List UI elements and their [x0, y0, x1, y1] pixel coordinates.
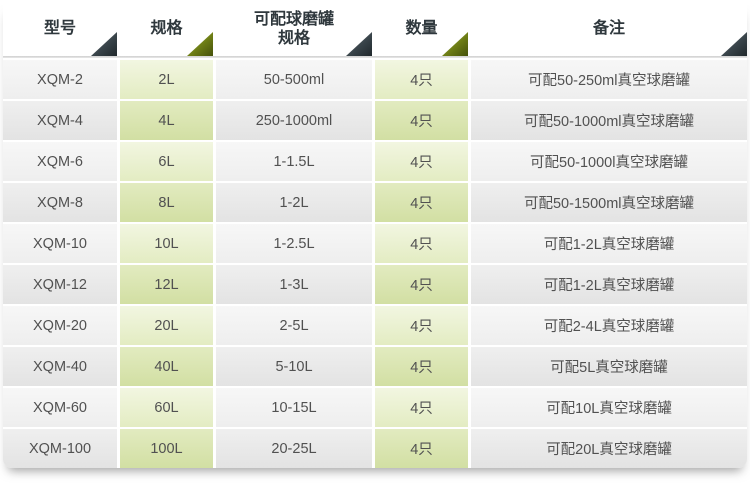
table-row: XQM-10 10L 1-2.5L 4只 可配1-2L真空球磨罐 [3, 224, 747, 263]
column-header-qty: 数量 [375, 2, 468, 56]
cell-note: 可配1-2L真空球磨罐 [471, 265, 747, 304]
cell-model: XQM-4 [3, 101, 117, 140]
column-header-model: 型号 [3, 2, 117, 56]
header-divider [3, 56, 747, 58]
table-row: XQM-2 2L 50-500ml 4只 可配50-250ml真空球磨罐 [3, 60, 747, 99]
cell-note: 可配2-4L真空球磨罐 [471, 306, 747, 345]
column-header-label: 数量 [405, 20, 438, 38]
cell-note: 可配5L真空球磨罐 [471, 347, 747, 386]
cell-qty: 4只 [375, 306, 468, 345]
cell-spec: 4L [120, 101, 213, 140]
cell-qty: 4只 [375, 347, 468, 386]
cell-model: XQM-20 [3, 306, 117, 345]
corner-fold-icon [442, 32, 468, 56]
cell-model: XQM-12 [3, 265, 117, 304]
cell-qty: 4只 [375, 183, 468, 222]
cell-spec: 12L [120, 265, 213, 304]
cell-jar-spec: 10-15L [216, 388, 372, 427]
cell-jar-spec: 1-2.5L [216, 224, 372, 263]
cell-model: XQM-60 [3, 388, 117, 427]
cell-spec: 20L [120, 306, 213, 345]
cell-spec: 10L [120, 224, 213, 263]
column-header-label: 可配球磨罐 规格 [253, 10, 334, 47]
cell-jar-spec: 1-2L [216, 183, 372, 222]
column-header-spec: 规格 [120, 2, 213, 56]
cell-note: 可配50-1500ml真空球磨罐 [471, 183, 747, 222]
cell-note: 可配50-1000l真空球磨罐 [471, 142, 747, 181]
cell-model: XQM-100 [3, 429, 117, 468]
cell-note: 可配10L真空球磨罐 [471, 388, 747, 427]
table-row: XQM-12 12L 1-3L 4只 可配1-2L真空球磨罐 [3, 265, 747, 304]
corner-fold-icon [721, 32, 747, 56]
table-row: XQM-4 4L 250-1000ml 4只 可配50-1000ml真空球磨罐 [3, 101, 747, 140]
cell-spec: 8L [120, 183, 213, 222]
cell-spec: 60L [120, 388, 213, 427]
corner-fold-icon [346, 32, 372, 56]
cell-spec: 2L [120, 60, 213, 99]
cell-jar-spec: 1-1.5L [216, 142, 372, 181]
cell-spec: 100L [120, 429, 213, 468]
column-header-label: 型号 [43, 20, 76, 38]
cell-qty: 4只 [375, 429, 468, 468]
cell-model: XQM-10 [3, 224, 117, 263]
table-row: XQM-100 100L 20-25L 4只 可配20L真空球磨罐 [3, 429, 747, 468]
cell-qty: 4只 [375, 224, 468, 263]
cell-qty: 4只 [375, 60, 468, 99]
table-row: XQM-6 6L 1-1.5L 4只 可配50-1000l真空球磨罐 [3, 142, 747, 181]
cell-qty: 4只 [375, 101, 468, 140]
spec-table: 型号 规格 可配球磨罐 规格 数量 备注 XQM-2 2L [3, 2, 747, 468]
cell-jar-spec: 2-5L [216, 306, 372, 345]
cell-note: 可配50-250ml真空球磨罐 [471, 60, 747, 99]
cell-jar-spec: 250-1000ml [216, 101, 372, 140]
cell-model: XQM-40 [3, 347, 117, 386]
cell-jar-spec: 50-500ml [216, 60, 372, 99]
cell-note: 可配20L真空球磨罐 [471, 429, 747, 468]
corner-fold-icon [187, 32, 213, 56]
cell-qty: 4只 [375, 265, 468, 304]
cell-model: XQM-2 [3, 60, 117, 99]
corner-fold-icon [91, 32, 117, 56]
cell-jar-spec: 20-25L [216, 429, 372, 468]
cell-qty: 4只 [375, 388, 468, 427]
column-header-jar-spec: 可配球磨罐 规格 [216, 2, 372, 56]
table-row: XQM-20 20L 2-5L 4只 可配2-4L真空球磨罐 [3, 306, 747, 345]
cell-spec: 40L [120, 347, 213, 386]
cell-note: 可配1-2L真空球磨罐 [471, 224, 747, 263]
table-row: XQM-60 60L 10-15L 4只 可配10L真空球磨罐 [3, 388, 747, 427]
cell-spec: 6L [120, 142, 213, 181]
cell-jar-spec: 1-3L [216, 265, 372, 304]
table-row: XQM-40 40L 5-10L 4只 可配5L真空球磨罐 [3, 347, 747, 386]
column-header-label: 规格 [150, 20, 183, 38]
column-header-label: 备注 [592, 20, 625, 38]
table-row: XQM-8 8L 1-2L 4只 可配50-1500ml真空球磨罐 [3, 183, 747, 222]
column-header-note: 备注 [471, 2, 747, 56]
table-header: 型号 规格 可配球磨罐 规格 数量 备注 [3, 2, 747, 56]
cell-note: 可配50-1000ml真空球磨罐 [471, 101, 747, 140]
cell-jar-spec: 5-10L [216, 347, 372, 386]
cell-model: XQM-8 [3, 183, 117, 222]
cell-qty: 4只 [375, 142, 468, 181]
cell-model: XQM-6 [3, 142, 117, 181]
